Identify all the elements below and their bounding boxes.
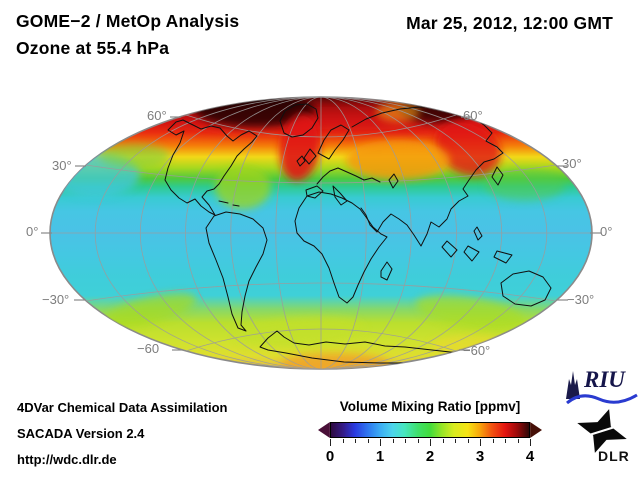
colorbar-tick xyxy=(405,439,406,443)
colorbar-tick xyxy=(480,439,481,446)
colorbar-tick xyxy=(505,439,506,443)
colorbar-tick xyxy=(330,439,331,446)
lat-label-right-0: 0° xyxy=(600,224,613,239)
colorbar-tick xyxy=(530,439,531,446)
colorbar-tick xyxy=(455,439,456,443)
dlr-wordmark: DLR xyxy=(598,448,630,464)
colorbar-tick-label-3: 3 xyxy=(475,448,485,465)
colorbar-gradient xyxy=(329,422,531,438)
colorbar-tick xyxy=(442,439,444,443)
assimilation-label: 4DVar Chemical Data Assimilation xyxy=(17,400,228,415)
page-title: GOME−2 / MetOp Analysis xyxy=(16,11,240,31)
colorbar-tick-label-2: 2 xyxy=(425,448,435,465)
datetime-label: Mar 25, 2012, 12:00 GMT xyxy=(406,13,613,33)
lat-label-right-m60: −60° xyxy=(463,343,491,358)
colorbar-tick xyxy=(342,439,344,443)
cathedral-icon xyxy=(566,371,638,405)
lat-label-left-0: 0° xyxy=(26,224,39,239)
lat-label-right-60: 60° xyxy=(463,108,483,123)
colorbar-tick xyxy=(517,439,519,443)
lat-label-left-30: 30° xyxy=(52,158,72,173)
riu-wordmark: RIU xyxy=(584,367,625,392)
colorbar-tick xyxy=(492,439,494,443)
colorbar-tick xyxy=(430,439,431,446)
page-subtitle: Ozone at 55.4 hPa xyxy=(16,38,170,58)
colorbar-ticks xyxy=(330,439,531,446)
lat-label-right-30: 30° xyxy=(562,156,582,171)
colorbar-tick xyxy=(355,439,356,443)
dlr-star-icon xyxy=(573,409,631,453)
colorbar-arrow-left xyxy=(318,422,330,438)
lat-label-left-m30: −30° xyxy=(42,292,70,307)
colorbar-tick xyxy=(417,439,419,443)
lat-label-right-m30: −30° xyxy=(567,292,595,307)
riu-wave xyxy=(566,393,638,405)
colorbar-tick-label-4: 4 xyxy=(525,448,535,465)
riu-logo: RIU xyxy=(563,367,639,405)
wdc-url[interactable]: http://wdc.dlr.de xyxy=(17,452,117,467)
lat-label-left-60: 60° xyxy=(147,108,167,123)
dlr-logo: DLR xyxy=(572,408,638,468)
colorbar-arrow-right xyxy=(530,422,542,438)
graticule xyxy=(50,97,592,369)
version-label: SACADA Version 2.4 xyxy=(17,426,145,441)
lat-label-left-m60: −60 xyxy=(137,341,160,356)
colorbar-tick xyxy=(367,439,369,443)
colorbar-tick xyxy=(380,439,381,446)
colorbar-tick-label-1: 1 xyxy=(375,448,385,465)
colorbar-tick xyxy=(392,439,394,443)
colorbar xyxy=(318,422,542,438)
colorbar-title: Volume Mixing Ratio [ppmv] xyxy=(339,399,521,414)
colorbar-tick-label-0: 0 xyxy=(325,448,335,465)
colorbar-tick xyxy=(467,439,469,443)
lat-ticks xyxy=(41,116,601,351)
